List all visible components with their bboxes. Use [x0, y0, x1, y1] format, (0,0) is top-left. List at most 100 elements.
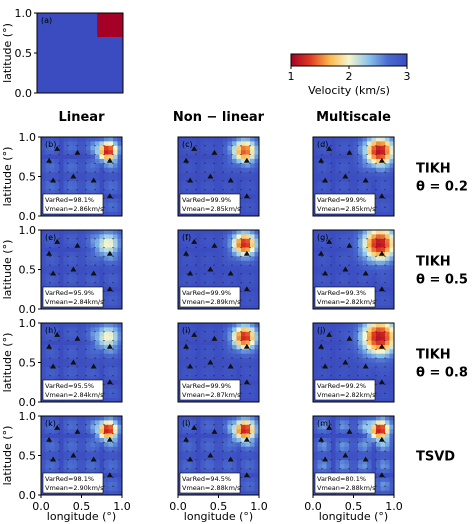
velocity-cell — [367, 429, 372, 434]
velocity-cell — [241, 163, 246, 169]
velocity-cell — [72, 327, 78, 333]
velocity-cell — [250, 397, 255, 402]
velocity-cell — [205, 437, 210, 443]
velocity-cell — [236, 353, 242, 359]
velocity-cell — [245, 163, 251, 169]
velocity-cell — [313, 137, 318, 142]
velocity-cell — [113, 194, 118, 199]
velocity-cell — [349, 371, 354, 376]
velocity-cell — [68, 251, 73, 257]
ytick-label: 0.0 — [19, 396, 37, 409]
velocity-cell — [86, 353, 91, 359]
ray-dot — [49, 375, 51, 377]
velocity-cell — [196, 349, 201, 355]
velocity-cell — [113, 349, 118, 355]
ray-dot — [357, 348, 359, 350]
velocity-cell — [104, 247, 109, 253]
velocity-cell — [313, 145, 318, 151]
ray-dot — [195, 145, 197, 147]
ray-dot — [195, 357, 197, 359]
ray-dot — [330, 357, 332, 359]
velocity-cell — [99, 442, 105, 448]
velocity-cell — [380, 265, 386, 270]
ray-dot — [375, 432, 377, 435]
velocity-cell — [371, 230, 377, 235]
velocity-cell — [187, 158, 192, 164]
velocity-cell — [99, 340, 105, 346]
velocity-cell — [326, 336, 332, 341]
velocity-cell — [63, 145, 69, 151]
station-marker — [243, 436, 250, 442]
velocity-cell — [41, 154, 46, 160]
velocity-cell — [389, 202, 394, 208]
velocity-cell — [54, 176, 60, 182]
velocity-cell — [117, 260, 122, 266]
velocity-cell — [376, 158, 381, 164]
velocity-cell — [245, 375, 251, 381]
velocity-cell — [322, 278, 327, 283]
velocity-cell — [187, 141, 192, 147]
velocity-cell — [45, 269, 51, 275]
velocity-cell — [380, 189, 386, 195]
velocity-cell — [113, 269, 118, 275]
velocity-cell — [178, 265, 183, 270]
velocity-cell — [187, 185, 192, 190]
velocity-cell — [68, 145, 73, 151]
velocity-cell — [214, 273, 219, 279]
velocity-cell — [178, 340, 183, 346]
velocity-cell — [63, 362, 69, 368]
velocity-cell — [77, 429, 82, 434]
ray-dot — [195, 375, 197, 377]
velocity-cell — [376, 207, 381, 212]
velocity-cell — [191, 185, 197, 190]
ray-dot — [366, 238, 368, 240]
velocity-cell — [86, 429, 91, 434]
velocity-cell — [223, 265, 228, 270]
velocity-cell — [227, 344, 233, 350]
velocity-cell — [335, 433, 341, 439]
velocity-cell — [389, 145, 394, 151]
velocity-cell — [77, 371, 82, 376]
velocity-cell — [326, 234, 332, 240]
velocity-cell — [196, 251, 201, 257]
axis-labels: latitude (°)latitude (°)latitude (°)lati… — [1, 147, 388, 523]
info-box — [314, 193, 376, 215]
velocity-cell — [254, 481, 259, 487]
velocity-cell — [205, 424, 210, 430]
velocity-cell — [104, 416, 109, 421]
ray-dot — [249, 238, 251, 240]
velocity-cell — [86, 247, 91, 253]
velocity-cell — [367, 353, 372, 359]
velocity-cell — [209, 375, 215, 381]
velocity-cell — [349, 154, 354, 160]
velocity-cell — [104, 344, 109, 350]
velocity-cell — [326, 451, 332, 456]
ray-dot — [222, 459, 224, 461]
velocity-cell — [63, 353, 69, 359]
ray-dot — [321, 171, 323, 173]
velocity-cell — [223, 433, 228, 439]
ray-dot — [213, 162, 215, 164]
velocity-cell — [367, 340, 372, 346]
velocity-cell — [117, 238, 122, 244]
velocity-cell — [86, 468, 91, 474]
velocity-cell — [385, 481, 390, 487]
velocity-cell — [322, 273, 327, 279]
ray-dot — [58, 189, 60, 191]
ray-dot — [231, 162, 233, 164]
velocity-cell — [187, 451, 192, 456]
velocity-cell — [50, 273, 55, 279]
velocity-cell — [45, 163, 51, 169]
velocity-cell — [54, 353, 60, 359]
xlabel: longitude (°) — [47, 510, 116, 523]
velocity-cell — [72, 340, 78, 346]
velocity-cell — [200, 349, 206, 355]
velocity-cell — [223, 251, 228, 257]
velocity-cell — [227, 260, 233, 266]
velocity-cell — [196, 137, 201, 142]
velocity-cell — [41, 442, 46, 448]
velocity-cell — [200, 150, 206, 155]
row-title-line: TIKH — [416, 255, 451, 270]
velocity-cell — [41, 247, 46, 253]
velocity-cell — [113, 353, 118, 359]
